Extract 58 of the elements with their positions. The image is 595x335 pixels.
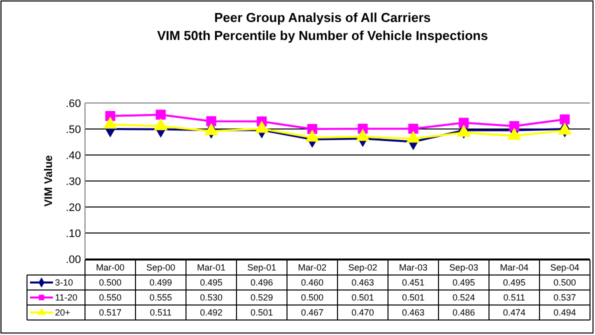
y-tick-label: .00: [66, 254, 81, 266]
y-tick-label: .40: [66, 150, 81, 162]
x-tick-label: Mar-01: [196, 262, 226, 273]
x-tick-label: Mar-03: [398, 262, 428, 273]
legend-label: 20+: [55, 308, 70, 318]
x-tick-label: Mar-04: [500, 262, 529, 273]
x-tick-label: Mar-02: [298, 262, 327, 273]
y-tick-label: .10: [66, 228, 81, 240]
x-tick-label: Sep-00: [146, 262, 176, 273]
data-label: 0.517: [98, 308, 122, 318]
data-label: 0.537: [553, 292, 576, 303]
data-label: 0.499: [149, 278, 172, 288]
data-label: 0.530: [200, 292, 223, 303]
y-axis-title: VIM Value: [43, 155, 55, 207]
data-label: 0.451: [402, 278, 425, 288]
point: [156, 110, 166, 120]
point: [509, 121, 520, 132]
y-tick-label: .30: [66, 176, 81, 188]
data-label: 0.555: [149, 292, 172, 303]
data-label: 0.470: [351, 308, 374, 318]
data-label: 0.495: [200, 278, 223, 288]
data-label: 0.494: [553, 308, 576, 318]
x-tick-label: Sep-04: [550, 262, 580, 273]
legend-label: 3-10: [55, 278, 74, 288]
x-tick-label: Sep-01: [247, 262, 276, 273]
data-label: 0.529: [250, 292, 274, 303]
y-tick-label: .50: [66, 124, 81, 136]
legend-label: 11-20: [55, 292, 78, 303]
x-tick-label: Sep-03: [449, 262, 478, 273]
data-label: 0.463: [351, 278, 374, 288]
data-label: 0.460: [300, 278, 324, 288]
point: [408, 124, 418, 134]
data-label: 0.501: [351, 292, 374, 303]
data-label: 0.495: [452, 278, 476, 288]
point: [560, 114, 570, 124]
data-label: 0.500: [300, 292, 324, 303]
data-label: 0.500: [553, 278, 576, 288]
data-label: 0.550: [98, 292, 122, 303]
data-label: 0.511: [150, 308, 172, 318]
data-label: 0.501: [250, 308, 274, 318]
data-label: 0.501: [402, 292, 425, 303]
y-tick-label: .20: [66, 202, 81, 214]
data-label: 0.492: [200, 308, 223, 318]
chart-title: Peer Group Analysis of All Carriers VIM 50th Percentile by Number of Vehicle Inspections: [157, 10, 488, 43]
x-tick-label: Mar-00: [96, 262, 125, 273]
point: [206, 116, 216, 126]
point: [458, 118, 469, 128]
data-label: 0.500: [98, 278, 122, 288]
data-label: 0.463: [402, 308, 425, 318]
y-tick-label: .60: [66, 98, 81, 110]
data-label: 0.474: [502, 308, 526, 318]
data-label: 0.467: [300, 308, 324, 318]
data-label: 0.524: [452, 292, 476, 303]
data-label: 0.496: [250, 278, 274, 288]
x-tick-label: Sep-02: [348, 262, 378, 273]
data-label: 0.486: [452, 308, 476, 318]
data-label: 0.495: [502, 278, 526, 288]
data-label: 0.511: [503, 292, 526, 303]
